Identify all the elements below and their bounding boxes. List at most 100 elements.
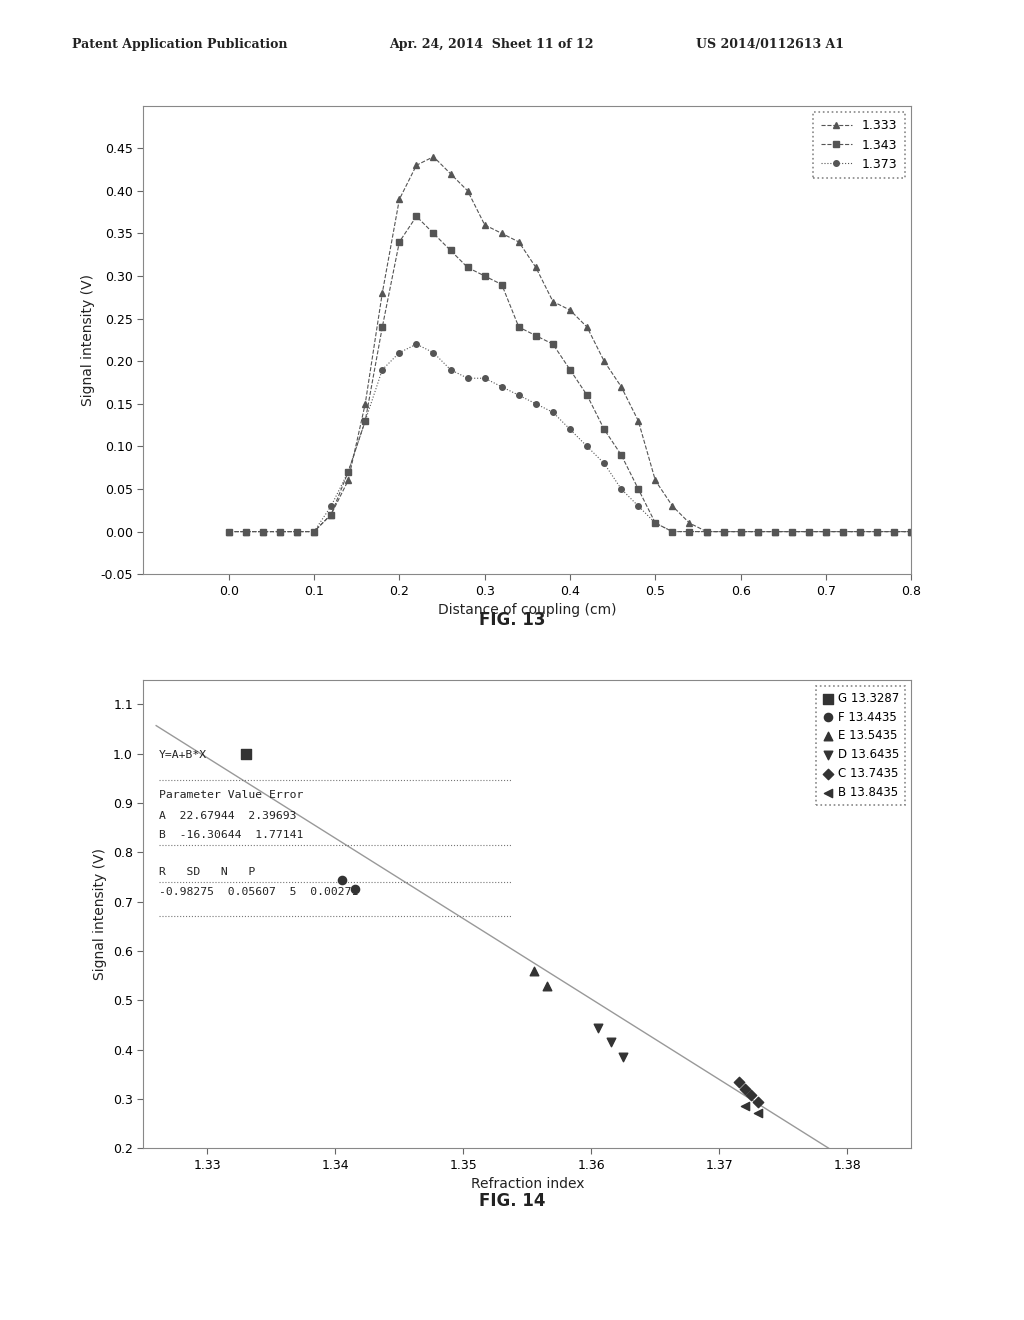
1.373 (667, 524, 679, 540)
1.373 (496, 379, 508, 395)
1.373 (718, 524, 730, 540)
1.373 (547, 404, 559, 420)
Legend: G 13.3287, F 13.4435, E 13.5435, D 13.6435, C 13.7435, B 13.8435: G 13.3287, F 13.4435, E 13.5435, D 13.64… (816, 685, 905, 805)
1.343 (376, 319, 388, 335)
1.343 (785, 524, 798, 540)
E 13.5435 (539, 975, 555, 997)
1.333 (769, 524, 781, 540)
1.343 (854, 524, 866, 540)
Line: 1.333: 1.333 (226, 154, 914, 535)
1.373 (598, 455, 610, 471)
1.343 (273, 524, 286, 540)
1.373 (273, 524, 286, 540)
1.333 (683, 515, 695, 531)
C 13.7435 (730, 1072, 746, 1093)
1.333 (444, 166, 457, 182)
1.333 (820, 524, 833, 540)
1.333 (888, 524, 900, 540)
1.333 (411, 157, 423, 173)
1.343 (718, 524, 730, 540)
Legend: 1.333, 1.343, 1.373: 1.333, 1.343, 1.373 (813, 112, 905, 178)
X-axis label: Refraction index: Refraction index (471, 1177, 584, 1192)
1.343 (683, 524, 695, 540)
1.343 (478, 268, 490, 284)
1.343 (342, 465, 354, 480)
1.343 (803, 524, 815, 540)
Y-axis label: Signal intensity (V): Signal intensity (V) (81, 275, 95, 407)
Text: R   SD   N   P: R SD N P (159, 867, 255, 876)
1.333 (342, 473, 354, 488)
1.333 (718, 524, 730, 540)
1.373 (769, 524, 781, 540)
1.343 (291, 524, 303, 540)
E 13.5435 (525, 960, 542, 981)
1.373 (325, 498, 337, 513)
1.373 (734, 524, 746, 540)
1.333 (700, 524, 713, 540)
1.333 (854, 524, 866, 540)
1.333 (632, 413, 644, 429)
1.343 (837, 524, 849, 540)
B 13.8435 (750, 1102, 766, 1123)
1.373 (444, 362, 457, 378)
1.373 (257, 524, 269, 540)
1.343 (564, 362, 577, 378)
1.343 (427, 226, 439, 242)
1.333 (803, 524, 815, 540)
1.373 (529, 396, 542, 412)
1.343 (598, 421, 610, 437)
1.343 (871, 524, 884, 540)
Text: Apr. 24, 2014  Sheet 11 of 12: Apr. 24, 2014 Sheet 11 of 12 (389, 37, 594, 50)
1.333 (359, 396, 372, 412)
1.373 (615, 480, 628, 496)
1.373 (820, 524, 833, 540)
1.343 (547, 337, 559, 352)
C 13.7435 (737, 1078, 754, 1100)
1.373 (683, 524, 695, 540)
Text: -0.98275  0.05607  5  0.00271: -0.98275 0.05607 5 0.00271 (159, 887, 358, 896)
Text: Patent Application Publication: Patent Application Publication (72, 37, 287, 50)
1.333 (376, 285, 388, 301)
1.333 (308, 524, 321, 540)
1.373 (649, 515, 662, 531)
1.343 (700, 524, 713, 540)
1.343 (496, 277, 508, 293)
1.333 (734, 524, 746, 540)
Text: Parameter Value Error: Parameter Value Error (159, 789, 303, 800)
1.333 (547, 293, 559, 309)
1.373 (752, 524, 764, 540)
1.343 (649, 515, 662, 531)
Line: 1.343: 1.343 (226, 214, 914, 535)
1.343 (444, 243, 457, 259)
1.373 (803, 524, 815, 540)
1.333 (615, 379, 628, 395)
1.373 (462, 371, 474, 387)
B 13.8435 (737, 1096, 754, 1117)
D 13.6435 (602, 1032, 618, 1053)
1.343 (752, 524, 764, 540)
1.373 (222, 524, 234, 540)
1.333 (649, 473, 662, 488)
1.333 (598, 354, 610, 370)
1.373 (700, 524, 713, 540)
1.373 (871, 524, 884, 540)
1.373 (888, 524, 900, 540)
C 13.7435 (750, 1090, 766, 1111)
1.333 (240, 524, 252, 540)
1.343 (615, 447, 628, 463)
1.333 (393, 191, 406, 207)
G 13.3287 (238, 743, 254, 764)
1.373 (854, 524, 866, 540)
1.373 (632, 498, 644, 513)
1.343 (581, 387, 593, 403)
1.343 (905, 524, 918, 540)
1.373 (393, 345, 406, 360)
1.343 (325, 507, 337, 523)
1.343 (359, 413, 372, 429)
Text: FIG. 14: FIG. 14 (479, 1192, 545, 1210)
1.373 (564, 421, 577, 437)
1.373 (308, 524, 321, 540)
1.373 (478, 371, 490, 387)
1.343 (513, 319, 525, 335)
1.373 (837, 524, 849, 540)
